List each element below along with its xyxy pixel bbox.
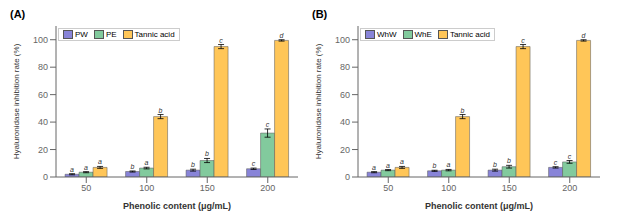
svg-text:Phenolic content (μg/mL): Phenolic content (μg/mL) (425, 201, 533, 211)
svg-text:100: 100 (33, 35, 48, 45)
svg-text:0: 0 (345, 172, 350, 182)
svg-text:20: 20 (340, 145, 350, 155)
svg-text:40: 40 (340, 117, 350, 127)
svg-text:60: 60 (38, 90, 48, 100)
svg-text:c: c (521, 37, 525, 44)
svg-text:60: 60 (340, 90, 350, 100)
html-text:Tannic acid: Tannic acid (449, 30, 490, 39)
svg-text:b: b (433, 162, 437, 169)
svg-text:100: 100 (139, 183, 154, 193)
svg-text:Hyaluronidase inhibition rate: Hyaluronidase inhibition rate (%) (314, 43, 323, 159)
svg-text:a: a (84, 164, 88, 171)
svg-text:200: 200 (562, 183, 577, 193)
svg-text:a: a (70, 166, 74, 173)
svg-text:Phenolic content (μg/mL): Phenolic content (μg/mL) (123, 201, 231, 211)
html-text:(B): (B) (312, 8, 328, 20)
html-text:PW: PW (75, 30, 88, 39)
svg-text:50: 50 (383, 183, 393, 193)
html-text:(A): (A) (10, 8, 26, 20)
svg-text:a: a (447, 161, 451, 168)
html-text:WhW: WhW (377, 30, 397, 39)
svg-text:Hyaluronidase inhibition rate: Hyaluronidase inhibition rate (%) (12, 43, 21, 159)
svg-text:0: 0 (43, 172, 48, 182)
svg-text:100: 100 (441, 183, 456, 193)
html-text:Tannic acid: Tannic acid (134, 30, 175, 39)
svg-text:b: b (131, 163, 135, 170)
svg-text:b: b (205, 150, 209, 157)
svg-text:a: a (386, 162, 390, 169)
svg-text:150: 150 (200, 183, 215, 193)
svg-text:c: c (554, 159, 558, 166)
svg-text:b: b (461, 107, 465, 114)
svg-text:c: c (252, 160, 256, 167)
svg-text:b: b (493, 161, 497, 168)
svg-text:a: a (372, 164, 376, 171)
svg-text:20: 20 (38, 145, 48, 155)
svg-text:200: 200 (260, 183, 275, 193)
svg-text:c: c (266, 121, 270, 128)
svg-text:a: a (98, 158, 102, 165)
svg-text:a: a (400, 158, 404, 165)
svg-text:100: 100 (335, 35, 350, 45)
svg-text:c: c (219, 37, 223, 44)
svg-text:b: b (159, 107, 163, 114)
svg-text:b: b (507, 157, 511, 164)
svg-text:d: d (280, 32, 285, 39)
svg-text:a: a (145, 159, 149, 166)
svg-text:50: 50 (81, 183, 91, 193)
html-text:PE: PE (105, 30, 117, 39)
svg-text:80: 80 (340, 62, 350, 72)
svg-text:c: c (568, 153, 572, 160)
svg-text:80: 80 (38, 62, 48, 72)
html-text:WhE: WhE (414, 30, 432, 39)
svg-text:40: 40 (38, 117, 48, 127)
svg-text:d: d (582, 32, 587, 39)
svg-text:b: b (191, 161, 195, 168)
svg-text:150: 150 (502, 183, 517, 193)
